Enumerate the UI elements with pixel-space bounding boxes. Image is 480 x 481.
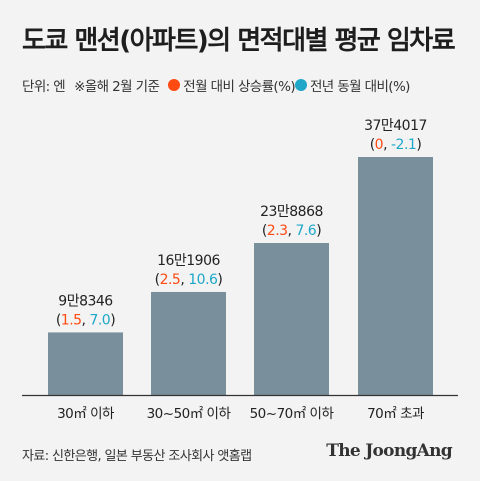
paren-close: ) xyxy=(316,223,321,239)
yearly-legend-label: 전년 동월 대비(%) xyxy=(309,79,410,95)
category-label-1: 30㎡ 이하 xyxy=(57,406,115,422)
monthly-change-2: 2.5 xyxy=(160,272,181,288)
separator: , xyxy=(180,272,188,288)
source-note: 자료: 신한은행, 일본 부동산 조사회사 앳홈랩 xyxy=(22,449,252,464)
basis-label: ※올해 2월 기준 xyxy=(74,79,160,95)
monthly-legend-label: 전월 대비 상승률(%) xyxy=(183,79,295,95)
brand-logo: The JoongAng xyxy=(326,441,452,461)
category-label-3: 50~70㎡ 이하 xyxy=(250,406,335,422)
legend: 단위: 엔 ※올해 2월 기준 전월 대비 상승률(%) 전년 동월 대비(%) xyxy=(22,75,410,95)
value-label-4: 37만4017 xyxy=(364,118,427,134)
bar-3 xyxy=(254,243,329,395)
paren-close: ) xyxy=(416,137,421,153)
paren-close: ) xyxy=(217,272,222,288)
yearly-legend-dot-icon xyxy=(294,79,307,91)
paren-open: ( xyxy=(56,312,61,328)
paren-open: ( xyxy=(262,223,267,239)
value-label-2: 16만1906 xyxy=(157,253,220,269)
change-label-1: (1.5, 7.0) xyxy=(56,312,115,328)
unit-label: 단위: 엔 xyxy=(22,79,66,95)
monthly-change-4: 0 xyxy=(375,137,383,153)
change-label-3: (2.3, 7.6) xyxy=(262,223,321,239)
yearly-change-1: 7.0 xyxy=(89,312,110,328)
yearly-change-2: 10.6 xyxy=(188,272,218,288)
paren-close: ) xyxy=(110,312,115,328)
value-label-3: 23만8868 xyxy=(260,204,323,220)
paren-open: ( xyxy=(155,272,160,288)
bar-1 xyxy=(48,332,123,395)
yearly-change-3: 7.6 xyxy=(295,223,316,239)
bar-2 xyxy=(151,291,226,395)
separator: , xyxy=(82,312,90,328)
category-label-2: 30~50㎡ 이하 xyxy=(147,406,232,422)
monthly-change-1: 1.5 xyxy=(61,312,82,328)
category-label-4: 70㎡ 초과 xyxy=(367,406,424,422)
value-label-1: 9만8346 xyxy=(58,293,113,309)
bar-4 xyxy=(358,157,433,395)
separator: , xyxy=(288,223,296,239)
separator: , xyxy=(383,137,391,153)
chart-title: 도쿄 맨션(아파트)의 면적대별 평균 임차료 xyxy=(22,26,456,56)
yearly-change-4: -2.1 xyxy=(391,137,416,153)
monthly-legend-dot-icon xyxy=(168,79,181,91)
monthly-change-3: 2.3 xyxy=(267,223,288,239)
paren-open: ( xyxy=(370,137,375,153)
change-label-2: (2.5, 10.6) xyxy=(155,272,223,288)
change-label-4: (0, -2.1) xyxy=(370,137,422,153)
